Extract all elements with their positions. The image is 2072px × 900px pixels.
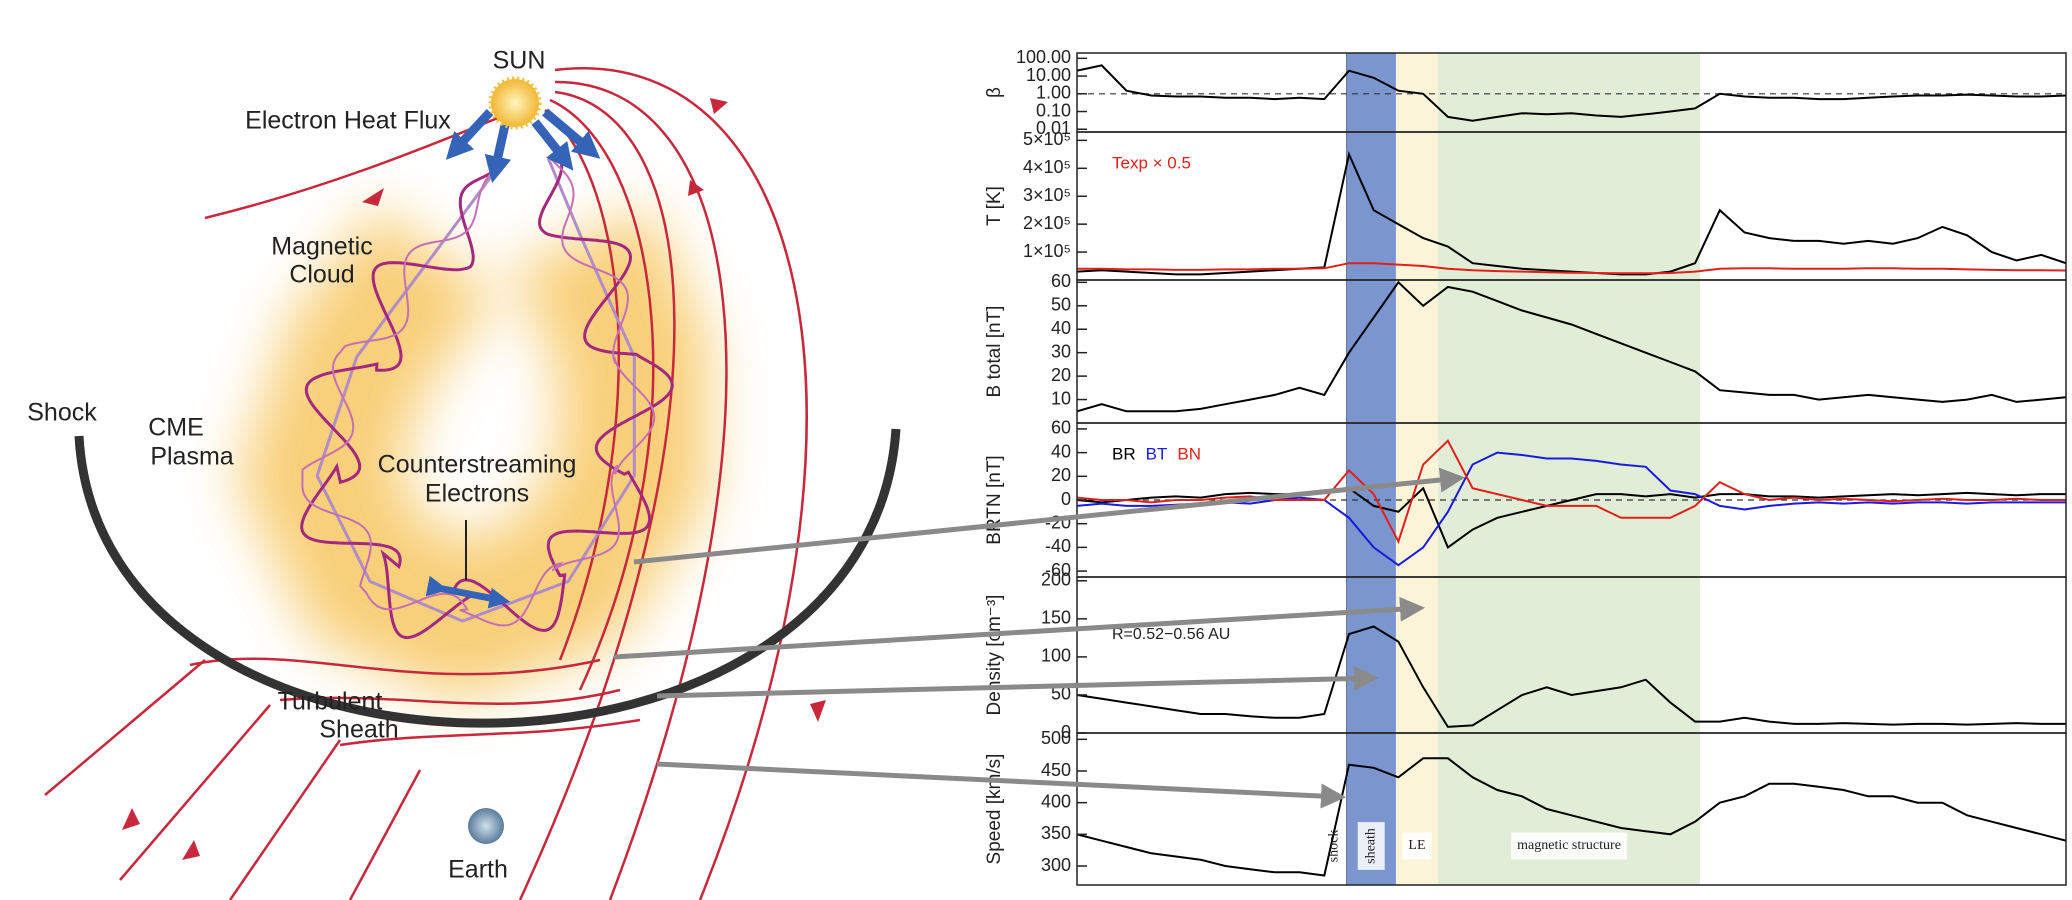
legend-label: BR (1112, 444, 1136, 463)
y-tick-label: 150 (1041, 608, 1071, 628)
y-tick-label: -40 (1045, 536, 1071, 556)
y-tick-label: 500 (1041, 728, 1071, 748)
label: Counterstreaming (378, 451, 577, 479)
y-tick-label: 200 (1041, 570, 1071, 590)
region-label: sheath (1363, 828, 1378, 864)
legend-label: Texp × 0.5 (1112, 153, 1191, 172)
connector-arrows (614, 478, 1460, 797)
y-tick-label: 10 (1051, 388, 1071, 408)
label: CME (148, 414, 204, 442)
legend-label: BN (1177, 444, 1201, 463)
y-tick-label: 20 (1051, 465, 1071, 485)
label: SUN (493, 47, 546, 75)
y-tick-label: 30 (1051, 341, 1071, 361)
y-axis-title: T [K] (984, 186, 1005, 226)
y-tick-label: 400 (1041, 791, 1071, 811)
y-tick-label: -20 (1045, 512, 1071, 532)
y-axis-title: Speed [km/s] (984, 754, 1005, 865)
label: Turbulent (278, 688, 383, 716)
y-tick-label: 60 (1051, 418, 1071, 438)
label: Earth (448, 856, 508, 884)
label: Electrons (425, 480, 529, 508)
label: Sheath (319, 716, 398, 744)
y-tick-label: 4×10⁵ (1023, 157, 1071, 177)
y-axis-title: B total [nT] (984, 306, 1005, 398)
page: {"diagram": {"sun": "SUN", "heat_flux": … (0, 0, 2072, 900)
y-tick-label: 450 (1041, 760, 1071, 780)
y-tick-label: 20 (1051, 365, 1071, 385)
region-label: LE (1408, 838, 1425, 853)
label: Electron Heat Flux (245, 107, 451, 135)
y-tick-label: 40 (1051, 441, 1071, 461)
region-label: magnetic structure (1517, 838, 1621, 853)
y-tick-label: 50 (1051, 295, 1071, 315)
annotation: R=0.52−0.56 AU (1112, 626, 1230, 643)
region (1396, 53, 1438, 885)
y-tick-label: 100 (1041, 646, 1071, 666)
y-axis-title: β (984, 87, 1005, 98)
y-tick-label: 2×10⁵ (1023, 213, 1071, 233)
label: Plasma (150, 443, 233, 471)
label: Magnetic (271, 233, 372, 261)
y-tick-label: 40 (1051, 318, 1071, 338)
diagram: SUN Electron Heat Flux Magnetic Cloud Sh… (27, 47, 896, 900)
y-tick-label: 1×10⁵ (1023, 241, 1071, 261)
sun (491, 79, 539, 127)
y-tick-label: 350 (1041, 823, 1071, 843)
region-label: shock (1327, 830, 1342, 863)
y-axis-title: BRTN [nT] (984, 455, 1005, 544)
figure: SUN Electron Heat Flux Magnetic Cloud Sh… (0, 0, 2072, 900)
label: Cloud (289, 261, 354, 289)
region (1347, 53, 1396, 885)
y-tick-label: 300 (1041, 855, 1071, 875)
earth (468, 808, 504, 844)
y-tick-label: 5×10⁵ (1023, 129, 1071, 149)
legend-label: BT (1146, 444, 1168, 463)
y-axis-title: Density [cm⁻³] (984, 595, 1005, 716)
cme-plasma-glow (317, 238, 634, 621)
label: Shock (27, 399, 97, 427)
y-tick-label: 0 (1061, 489, 1071, 509)
region (1438, 53, 1700, 885)
y-tick-label: 3×10⁵ (1023, 185, 1071, 205)
y-tick-label: 60 (1051, 271, 1071, 291)
